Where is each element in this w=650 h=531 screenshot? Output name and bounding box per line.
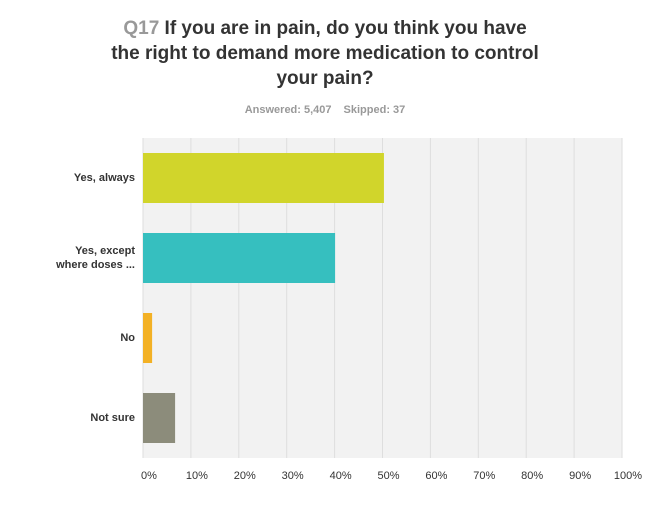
bar <box>143 153 384 203</box>
x-tick-label: 10% <box>186 470 208 482</box>
skipped: Skipped: 37 <box>343 104 406 116</box>
bar <box>143 393 176 443</box>
category-label: No <box>120 332 135 344</box>
bar <box>143 313 153 363</box>
category-label: Yes, except where doses ... <box>56 245 135 271</box>
x-tick-label: 80% <box>521 470 543 482</box>
x-tick-label: 0% <box>141 470 157 482</box>
answered: Answered: 5,407 <box>244 104 332 116</box>
category-label: Not sure <box>90 412 135 424</box>
x-tick-label: 70% <box>473 470 495 482</box>
x-tick-label: 100% <box>614 470 642 482</box>
x-tick-label: 20% <box>234 470 256 482</box>
x-tick-label: 90% <box>569 470 591 482</box>
subtitle: Answered: 5,407 Skipped: 37 <box>0 104 650 116</box>
x-tick-label: 40% <box>330 470 352 482</box>
bar <box>143 233 336 283</box>
chart-title: Q17 If you are in pain, do you think you… <box>110 16 540 91</box>
x-tick-label: 30% <box>282 470 304 482</box>
x-tick-label: 50% <box>377 470 399 482</box>
question: If you are in pain, do you think you hav… <box>111 18 539 89</box>
x-tick-label: 60% <box>425 470 447 482</box>
category-label: Yes, always <box>73 172 135 184</box>
question-number: Q17 <box>123 18 160 39</box>
